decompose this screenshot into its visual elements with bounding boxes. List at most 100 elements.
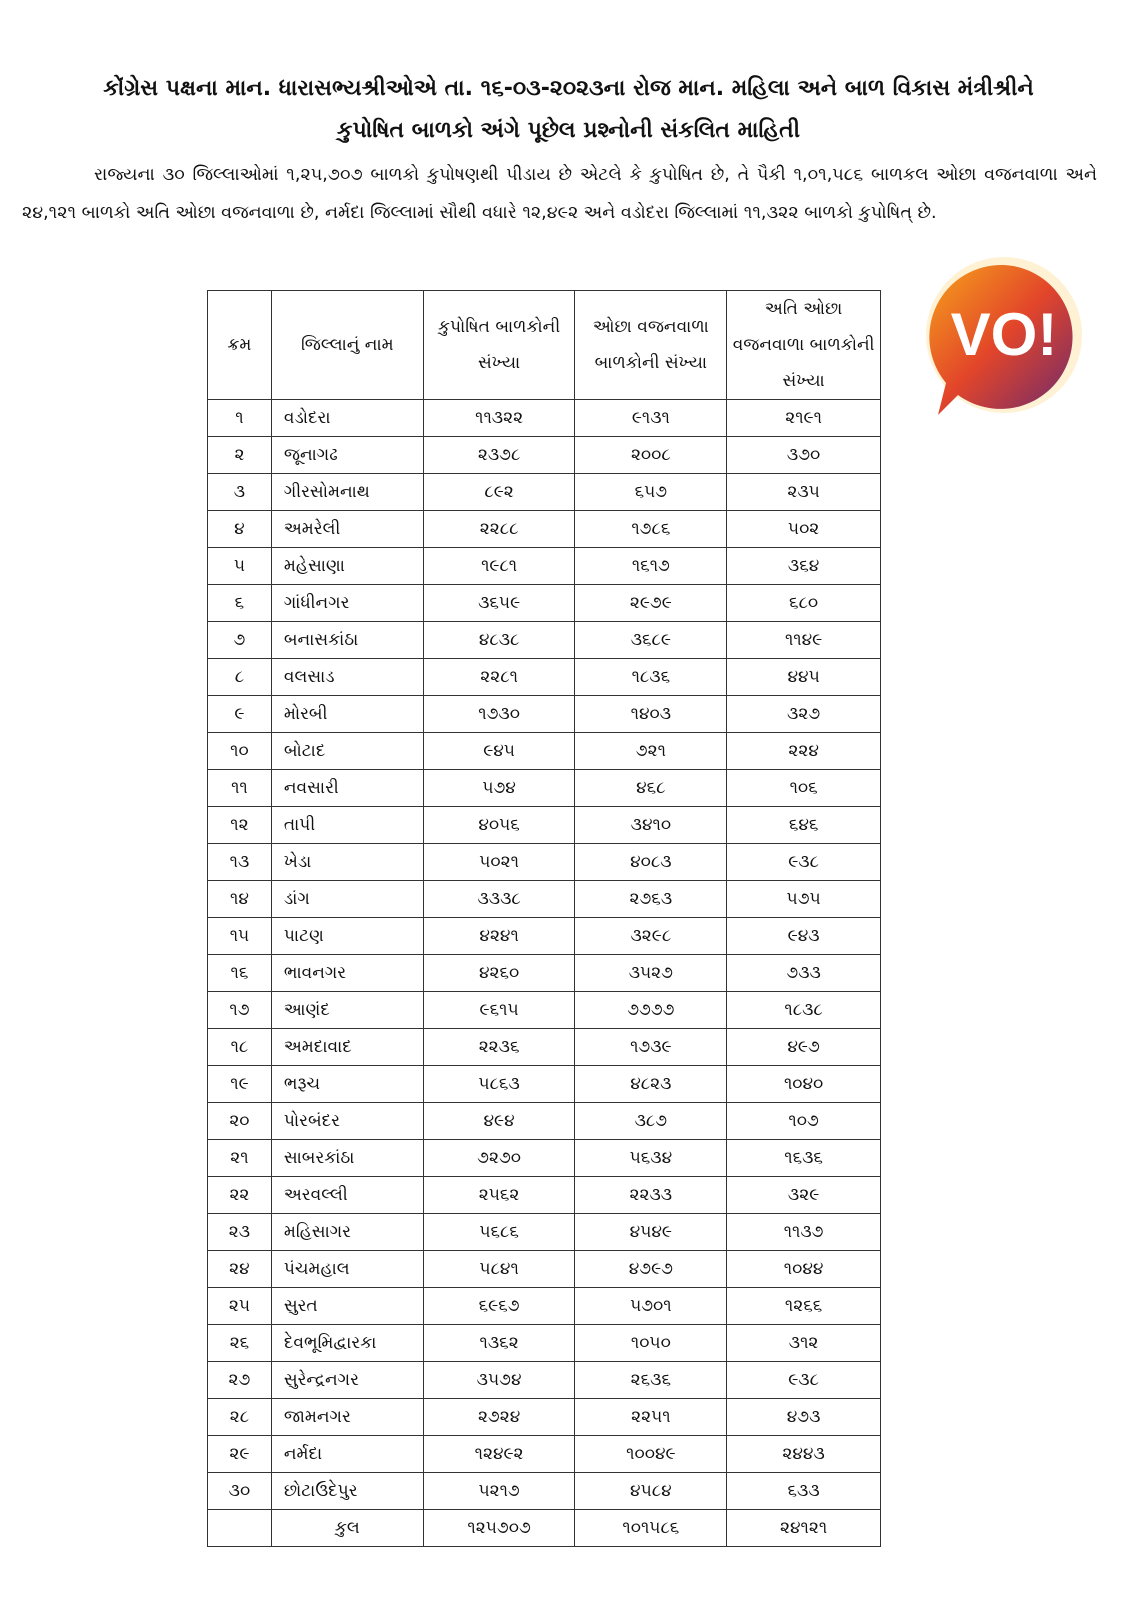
cell-severely-underweight: ૪૯૭ xyxy=(726,1028,881,1066)
table-row: ૧૫ પાટણ ૪૨૪૧ ૩૨૯૮ ૯૪૩ xyxy=(207,917,881,955)
cell-district: સુરત xyxy=(270,1287,424,1325)
cell-underweight: ૧૮૩૬ xyxy=(574,658,728,696)
cell-district: કુલ xyxy=(270,1509,424,1547)
cell-serial: ૧૯ xyxy=(207,1065,272,1103)
cell-district: તાપી xyxy=(270,806,424,844)
cell-underweight: ૫૬૩૪ xyxy=(574,1139,728,1177)
cell-severely-underweight: ૧૦૭ xyxy=(726,1102,881,1140)
cell-serial: ૧ xyxy=(207,399,272,437)
cell-malnourished: ૭૨૭૦ xyxy=(422,1139,576,1177)
cell-district: વડોદરા xyxy=(270,399,424,437)
document-title: કોંગ્રેસ પક્ષના માન. ધારાસભ્યશ્રીઓએ તા. … xyxy=(103,76,1034,101)
cell-serial: ૧૨ xyxy=(207,806,272,844)
cell-underweight: ૨૯૭૯ xyxy=(574,584,728,622)
cell-malnourished: ૪૨૪૧ xyxy=(422,917,576,955)
cell-malnourished: ૪૯૪ xyxy=(422,1102,576,1140)
cell-serial: ૨૪ xyxy=(207,1250,272,1288)
cell-serial: ૫ xyxy=(207,547,272,585)
cell-severely-underweight: ૧૦૪૪ xyxy=(726,1250,881,1288)
cell-severely-underweight: ૯૪૩ xyxy=(726,917,881,955)
table-row: ૧૦ બોટાદ ૯૪૫ ૭૨૧ ૨૨૪ xyxy=(207,732,881,770)
cell-underweight: ૩૬૮૯ xyxy=(574,621,728,659)
table-row: ૩૦ છોટાઉદેપુર ૫૨૧૭ ૪૫૮૪ ૬૩૩ xyxy=(207,1472,881,1510)
cell-district: અરવલ્લી xyxy=(270,1176,424,1214)
cell-underweight: ૪૬૮ xyxy=(574,769,728,807)
cell-serial: ૬ xyxy=(207,584,272,622)
cell-serial: ૨૬ xyxy=(207,1324,272,1362)
table-row: ૨૯ નર્મદા ૧૨૪૯૨ ૧૦૦૪૯ ૨૪૪૩ xyxy=(207,1435,881,1473)
cell-district: પાટણ xyxy=(270,917,424,955)
cell-underweight: ૩૮૭ xyxy=(574,1102,728,1140)
cell-severely-underweight: ૩૭૦ xyxy=(726,436,881,474)
cell-severely-underweight: ૬૩૩ xyxy=(726,1472,881,1510)
cell-severely-underweight: ૫૦૨ xyxy=(726,510,881,548)
header-district: જિલ્લાનું નામ xyxy=(270,290,424,400)
table-row: ૮ વલસાડ ૨૨૮૧ ૧૮૩૬ ૪૪૫ xyxy=(207,658,881,696)
table-total-row: કુલ ૧૨૫૭૦૭ ૧૦૧૫૮૬ ૨૪૧૨૧ xyxy=(207,1509,881,1547)
cell-serial: ૧૧ xyxy=(207,769,272,807)
cell-underweight: ૪૭૯૭ xyxy=(574,1250,728,1288)
cell-serial: ૮ xyxy=(207,658,272,696)
cell-severely-underweight: ૯૩૮ xyxy=(726,1361,881,1399)
cell-malnourished: ૨૭૨૪ xyxy=(422,1398,576,1436)
cell-serial: ૧૮ xyxy=(207,1028,272,1066)
cell-malnourished: ૧૧૩૨૨ xyxy=(422,399,576,437)
cell-underweight: ૯૧૩૧ xyxy=(574,399,728,437)
cell-severely-underweight: ૧૦૪૦ xyxy=(726,1065,881,1103)
cell-serial: ૩૦ xyxy=(207,1472,272,1510)
cell-severely-underweight: ૭૩૩ xyxy=(726,954,881,992)
cell-underweight: ૨૦૦૮ xyxy=(574,436,728,474)
table-row: ૩ ગીરસોમનાથ ૮૯૨ ૬૫૭ ૨૩૫ xyxy=(207,473,881,511)
cell-severely-underweight: ૩૨૯ xyxy=(726,1176,881,1214)
table-row: ૯ મોરબી ૧૭૩૦ ૧૪૦૩ ૩૨૭ xyxy=(207,695,881,733)
malnutrition-table: ક્રમ જિલ્લાનું નામ કુપોષિત બાળકોની સંખ્ય… xyxy=(207,290,881,1547)
header-severely-underweight: અતિ ઓછા વજનવાળા બાળકોની સંખ્યા xyxy=(726,290,881,400)
cell-severely-underweight: ૨૪૪૩ xyxy=(726,1435,881,1473)
cell-underweight: ૪૫૮૪ xyxy=(574,1472,728,1510)
cell-serial: ૧૭ xyxy=(207,991,272,1029)
cell-district: ગીરસોમનાથ xyxy=(270,473,424,511)
cell-malnourished: ૫૨૧૭ xyxy=(422,1472,576,1510)
table-row: ૧૨ તાપી ૪૦૫૬ ૩૪૧૦ ૬૪૬ xyxy=(207,806,881,844)
table-row: ૨૦ પોરબંદર ૪૯૪ ૩૮૭ ૧૦૭ xyxy=(207,1102,881,1140)
cell-underweight: ૧૪૦૩ xyxy=(574,695,728,733)
cell-serial: ૨૨ xyxy=(207,1176,272,1214)
cell-underweight: ૨૬૩૬ xyxy=(574,1361,728,1399)
cell-underweight: ૬૫૭ xyxy=(574,473,728,511)
cell-severely-underweight: ૪૭૩ xyxy=(726,1398,881,1436)
table-row: ૧૮ અમદાવાદ ૨૨૩૬ ૧૭૩૯ ૪૯૭ xyxy=(207,1028,881,1066)
cell-underweight: ૧૭૩૯ xyxy=(574,1028,728,1066)
cell-underweight: ૭૭૭૭ xyxy=(574,991,728,1029)
cell-district: મોરબી xyxy=(270,695,424,733)
cell-malnourished: ૮૯૨ xyxy=(422,473,576,511)
header-malnourished: કુપોષિત બાળકોની સંખ્યા xyxy=(422,290,576,400)
cell-district: ભરૂચ xyxy=(270,1065,424,1103)
cell-serial: ૨૯ xyxy=(207,1435,272,1473)
cell-underweight: ૧૦૧૫૮૬ xyxy=(574,1509,728,1547)
cell-underweight: ૨૨૫૧ xyxy=(574,1398,728,1436)
table-row: ૨૪ પંચમહાલ ૫૮૪૧ ૪૭૯૭ ૧૦૪૪ xyxy=(207,1250,881,1288)
cell-malnourished: ૨૨૮૮ xyxy=(422,510,576,548)
cell-severely-underweight: ૯૩૮ xyxy=(726,843,881,881)
cell-district: અમદાવાદ xyxy=(270,1028,424,1066)
table-header-row: ક્રમ જિલ્લાનું નામ કુપોષિત બાળકોની સંખ્ય… xyxy=(207,290,881,400)
cell-district: મહેસાણા xyxy=(270,547,424,585)
cell-serial xyxy=(207,1509,272,1547)
cell-serial: ૨૧ xyxy=(207,1139,272,1177)
cell-severely-underweight: ૬૪૬ xyxy=(726,806,881,844)
header-underweight: ઓછા વજનવાળા બાળકોની સંખ્યા xyxy=(574,290,728,400)
cell-district: અમરેલી xyxy=(270,510,424,548)
cell-district: છોટાઉદેપુર xyxy=(270,1472,424,1510)
cell-underweight: ૩૪૧૦ xyxy=(574,806,728,844)
cell-district: નર્મદા xyxy=(270,1435,424,1473)
cell-serial: ૧૫ xyxy=(207,917,272,955)
cell-severely-underweight: ૫૭૫ xyxy=(726,880,881,918)
cell-district: જૂનાગઢ xyxy=(270,436,424,474)
table-row: ૧૪ ડાંગ ૩૩૩૮ ૨૭૬૩ ૫૭૫ xyxy=(207,880,881,918)
cell-severely-underweight: ૧૧૩૭ xyxy=(726,1213,881,1251)
cell-severely-underweight: ૧૨૬૬ xyxy=(726,1287,881,1325)
cell-severely-underweight: ૬૮૦ xyxy=(726,584,881,622)
cell-district: બનાસકાંઠા xyxy=(270,621,424,659)
cell-severely-underweight: ૩૧૨ xyxy=(726,1324,881,1362)
cell-malnourished: ૪૨૬૦ xyxy=(422,954,576,992)
